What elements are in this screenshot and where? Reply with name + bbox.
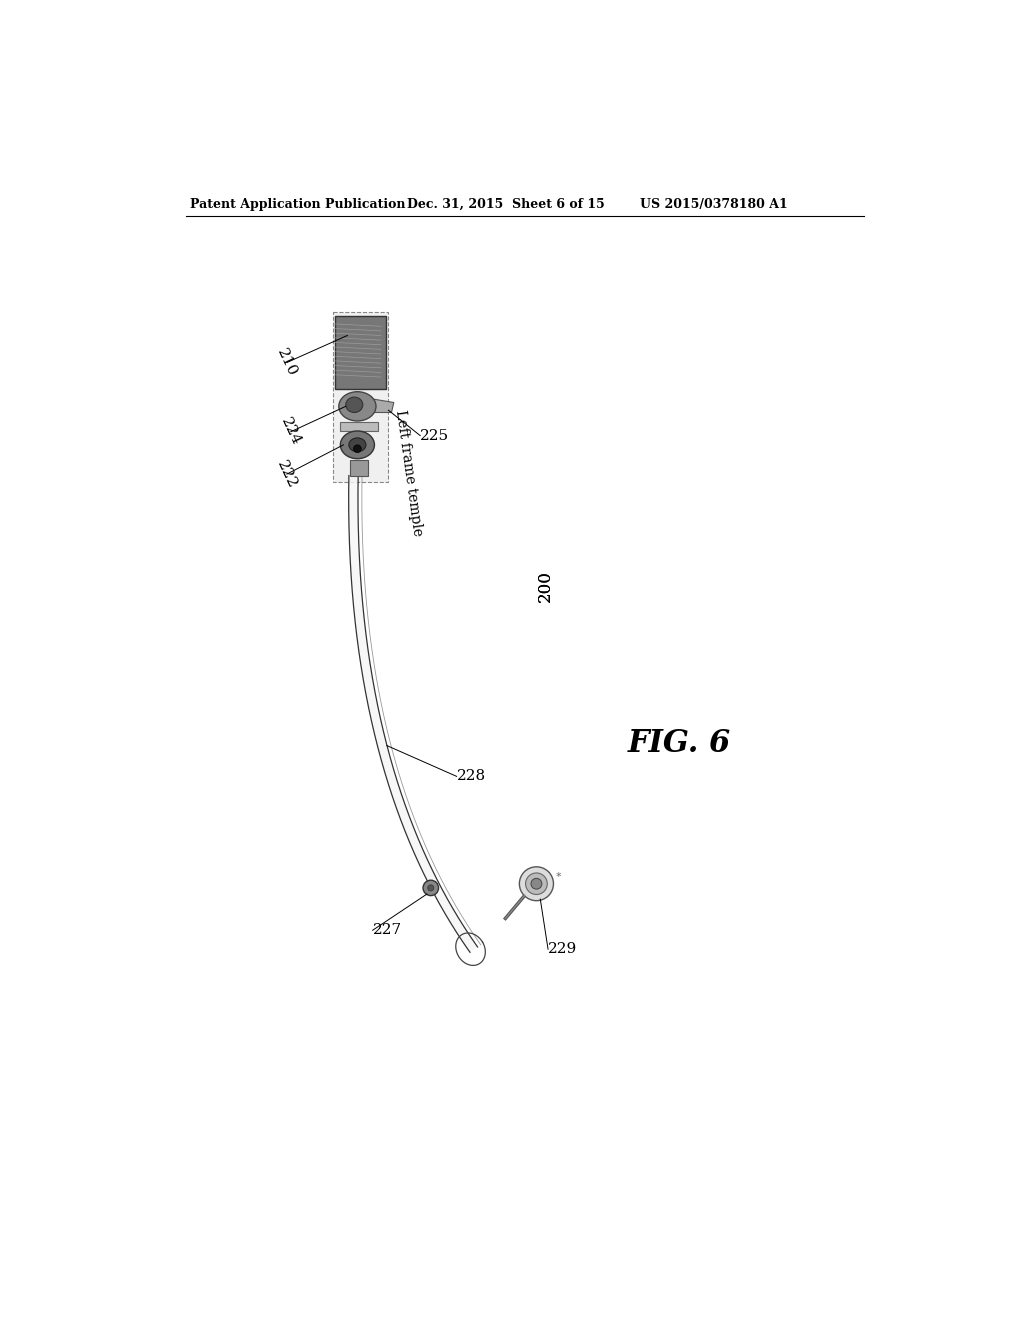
Circle shape	[353, 445, 361, 453]
Text: 224: 224	[279, 416, 303, 447]
Text: 222: 222	[274, 458, 299, 490]
Polygon shape	[348, 475, 477, 952]
Text: FIG. 6: FIG. 6	[628, 729, 731, 759]
Ellipse shape	[339, 392, 376, 421]
Circle shape	[525, 873, 547, 895]
Text: 210: 210	[274, 346, 299, 379]
Text: 228: 228	[457, 770, 485, 783]
Text: 229: 229	[548, 942, 578, 956]
Text: *: *	[556, 873, 561, 882]
Ellipse shape	[346, 397, 362, 413]
Bar	[334, 313, 388, 482]
Text: 225: 225	[420, 429, 450, 442]
Circle shape	[519, 867, 554, 900]
Text: 200: 200	[537, 570, 553, 602]
Text: US 2015/0378180 A1: US 2015/0378180 A1	[640, 198, 787, 211]
Ellipse shape	[349, 438, 366, 451]
Circle shape	[531, 878, 542, 890]
Ellipse shape	[340, 430, 375, 459]
Circle shape	[423, 880, 438, 895]
Text: 227: 227	[373, 923, 401, 937]
Bar	[349, 461, 369, 475]
Text: Dec. 31, 2015  Sheet 6 of 15: Dec. 31, 2015 Sheet 6 of 15	[407, 198, 605, 211]
Text: Left frame temple: Left frame temple	[393, 409, 425, 537]
Text: Patent Application Publication: Patent Application Publication	[190, 198, 406, 211]
Polygon shape	[369, 399, 394, 412]
Bar	[335, 317, 386, 389]
Text: 200: 200	[537, 570, 553, 602]
Circle shape	[428, 884, 434, 891]
Bar	[340, 422, 378, 430]
